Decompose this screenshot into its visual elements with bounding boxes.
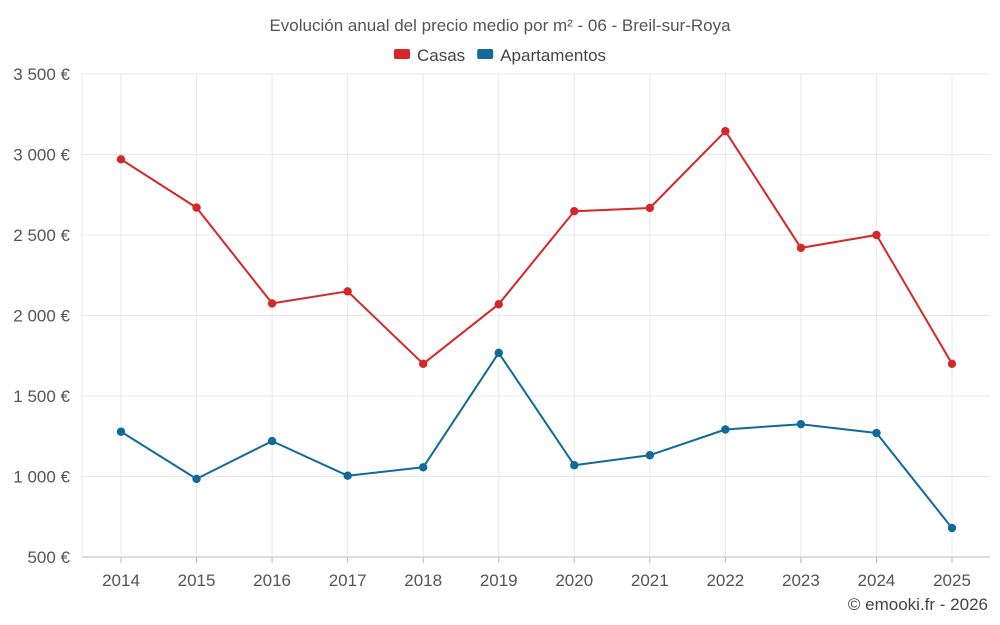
data-point-apartamentos[interactable]	[947, 523, 957, 533]
x-tick-label: 2025	[933, 571, 971, 590]
series-casas	[116, 126, 957, 368]
x-tick-label: 2021	[631, 571, 669, 590]
data-point-casas[interactable]	[721, 126, 730, 136]
data-point-casas[interactable]	[645, 203, 655, 213]
data-point-casas[interactable]	[116, 155, 126, 164]
data-point-apartamentos[interactable]	[872, 428, 881, 438]
credit-text: © emooki.fr - 2026	[848, 595, 988, 614]
data-point-apartamentos[interactable]	[721, 425, 730, 434]
x-tick-label: 2018	[404, 571, 442, 590]
series-apartamentos	[116, 348, 957, 533]
series-line-apartamentos	[120, 351, 953, 529]
grid	[81, 73, 990, 563]
legend-label: Apartamentos	[500, 46, 606, 65]
x-tick-label: 2024	[858, 571, 896, 590]
y-tick-label: 2 000 €	[13, 307, 70, 326]
data-point-casas[interactable]	[947, 359, 957, 368]
x-tick-label: 2023	[782, 571, 820, 590]
x-tick-label: 2019	[480, 571, 518, 590]
data-point-casas[interactable]	[872, 230, 881, 240]
x-tick-label: 2016	[253, 571, 291, 590]
y-axis-ticks: 500 € 1 000 € 1 500 € 2 000 € 2 500 € 3 000 €…	[13, 65, 70, 567]
data-point-apartamentos[interactable]	[645, 451, 655, 460]
y-tick-label: 3 500 €	[13, 65, 70, 84]
data-point-casas[interactable]	[494, 300, 503, 309]
x-tick-label: 2022	[706, 571, 744, 590]
data-point-apartamentos[interactable]	[116, 427, 126, 436]
series-line-casas	[120, 130, 953, 365]
chart-title: Evolución anual del precio medio por m² …	[269, 16, 731, 35]
legend-label: Casas	[417, 46, 465, 65]
x-axis-ticks: 2014 2015 2016 2017 2018 2019 2020 2021 2022 2023…	[102, 571, 971, 590]
y-tick-label: 1 000 €	[13, 468, 70, 487]
x-tick-label: 2014	[102, 571, 140, 590]
y-tick-label: 500 €	[27, 548, 70, 567]
legend-item-casas[interactable]: Casas	[394, 46, 465, 65]
x-tick-label: 2020	[555, 571, 593, 590]
data-point-apartamentos[interactable]	[494, 348, 503, 358]
data-point-casas[interactable]	[796, 243, 806, 253]
data-point-casas[interactable]	[418, 359, 428, 368]
data-point-apartamentos[interactable]	[796, 419, 806, 429]
legend[interactable]: Casas Apartamentos	[394, 46, 606, 65]
data-point-apartamentos[interactable]	[570, 461, 579, 470]
data-point-apartamentos[interactable]	[267, 436, 277, 446]
data-point-apartamentos[interactable]	[343, 471, 352, 480]
y-tick-label: 2 500 €	[13, 226, 70, 245]
data-point-casas[interactable]	[343, 287, 352, 296]
data-point-casas[interactable]	[570, 206, 579, 216]
legend-item-apartamentos[interactable]: Apartamentos	[477, 46, 606, 65]
data-point-apartamentos[interactable]	[418, 463, 428, 472]
data-point-casas[interactable]	[267, 299, 277, 308]
x-tick-label: 2017	[329, 571, 367, 590]
data-point-casas[interactable]	[192, 203, 201, 212]
data-point-apartamentos[interactable]	[192, 474, 201, 484]
x-tick-label: 2015	[178, 571, 216, 590]
legend-swatch	[477, 49, 494, 59]
series	[116, 126, 957, 533]
legend-swatch	[394, 49, 410, 59]
y-tick-label: 3 000 €	[13, 146, 70, 165]
y-tick-label: 1 500 €	[13, 387, 70, 406]
